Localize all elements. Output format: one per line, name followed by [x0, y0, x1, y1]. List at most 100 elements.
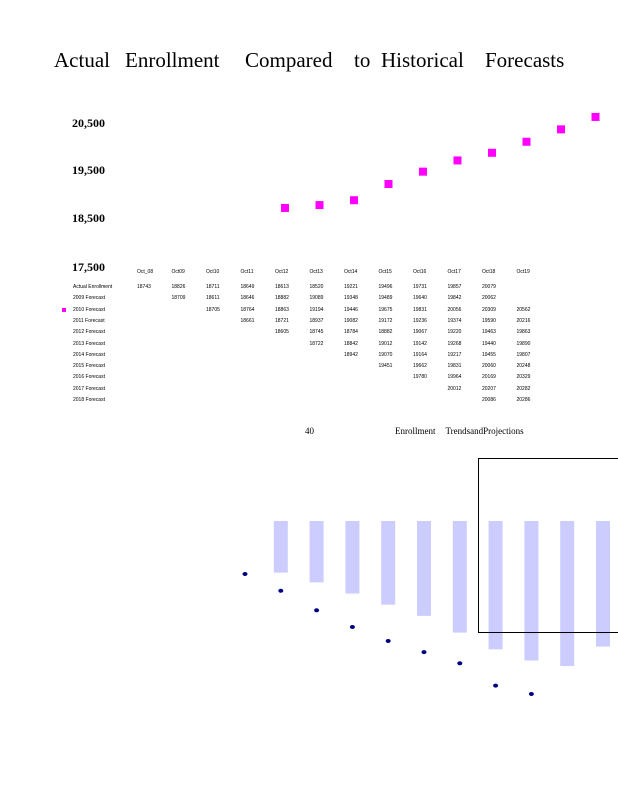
- dot-marker: [528, 691, 534, 696]
- subtitle-word: TrendsandProjections: [445, 426, 524, 436]
- table-cell: 19489: [378, 295, 393, 302]
- table-row-label: 2010 Forecast: [73, 306, 105, 313]
- dot-marker: [314, 608, 320, 613]
- title-word: Forecasts: [485, 48, 565, 72]
- table-cell: 19731: [413, 284, 427, 290]
- table-cell: 18842: [344, 340, 358, 347]
- table-row-label: 2012 Forecast: [73, 329, 105, 336]
- forecast-marker: [315, 201, 324, 210]
- table-cell: 20329: [516, 374, 531, 381]
- table-cell: 19012: [378, 340, 393, 347]
- table-cell: 19463: [482, 329, 496, 336]
- dot-marker: [493, 683, 499, 688]
- table-cell: 20169: [482, 374, 496, 381]
- table-row-label: 2018 Forecast: [73, 397, 105, 403]
- table-cell: 20207: [482, 385, 496, 392]
- table-cell: 19964: [447, 374, 462, 381]
- table-cell: 20079: [482, 284, 496, 290]
- table-cell: 20056: [447, 306, 462, 313]
- table-cell: 19455: [482, 351, 496, 358]
- bar: [381, 521, 396, 605]
- bar: [273, 521, 288, 573]
- table-header-cell: Oct14: [344, 269, 358, 275]
- table-row-label: 2013 Forecast: [73, 340, 105, 347]
- table-cell: 20216: [516, 317, 531, 324]
- forecast-marker: [419, 167, 427, 176]
- forecast-marker: [281, 203, 289, 212]
- table-header-cell: Oct19: [516, 269, 530, 275]
- table-row-label: Actual Enrollment: [73, 284, 113, 290]
- title-word: Historical: [381, 48, 464, 72]
- dot-marker: [349, 625, 355, 630]
- section-subtitle: Enrollment TrendsandProjections: [395, 426, 534, 436]
- table-cell: 19640: [413, 295, 427, 302]
- table-header-cell: Oct11: [240, 269, 254, 275]
- table-cell: 20309: [482, 306, 496, 313]
- table-cell: 18711: [206, 284, 220, 290]
- table-cell: 18721: [275, 317, 289, 324]
- table-cell: 20562: [516, 306, 531, 313]
- table-cell: 18764: [240, 306, 255, 313]
- table-header-cell: Oct13: [309, 269, 323, 275]
- table-header-cell: Oct_08: [137, 269, 154, 275]
- table-row-label: 2014 Forecast: [73, 351, 105, 358]
- table-cell: 19194: [309, 306, 324, 313]
- bar: [452, 521, 467, 633]
- bar: [309, 521, 324, 583]
- table-header-cell: Oct18: [482, 269, 496, 275]
- table-cell: 19446: [344, 306, 358, 313]
- table-cell: 19831: [413, 306, 427, 313]
- bar: [560, 521, 575, 667]
- forecast-marker: [591, 112, 600, 121]
- table-cell: 18937: [309, 317, 324, 324]
- table-row-label: 2016 Forecast: [73, 374, 105, 381]
- bar: [417, 521, 431, 616]
- table-cell: 18520: [309, 284, 324, 290]
- table-cell: 20282: [516, 385, 531, 392]
- title-word: Compared: [245, 48, 333, 72]
- table-header-cell: Oct15: [378, 269, 392, 275]
- forecast-marker: [488, 148, 496, 157]
- table-cell: 19089: [309, 295, 324, 302]
- table-cell: 20012: [447, 385, 462, 392]
- forecast-marker: [350, 196, 358, 205]
- dot-marker: [457, 661, 463, 666]
- table-cell: 19451: [378, 363, 393, 370]
- table-cell: 18709: [171, 295, 186, 302]
- subtitle-word: Enrollment: [395, 426, 436, 436]
- table-cell: 18882: [275, 295, 289, 302]
- table-cell: 19780: [413, 374, 427, 381]
- table-cell: 19348: [344, 295, 358, 302]
- table-header-cell: Oct16: [413, 269, 427, 275]
- bar: [345, 521, 360, 594]
- table-header-cell: Oct12: [275, 269, 289, 275]
- table-cell: 18605: [275, 329, 289, 336]
- bar: [488, 521, 503, 650]
- table-cell: 19067: [413, 329, 427, 336]
- y-tick-label: 19,500: [72, 163, 105, 177]
- dot-marker: [421, 650, 427, 655]
- table-cell: 18743: [137, 284, 151, 290]
- table-cell: 18784: [344, 329, 358, 336]
- table-cell: 18705: [206, 306, 220, 313]
- table-row-label: 2017 Forecast: [73, 385, 105, 392]
- table-row-label: 2015 Forecast: [73, 363, 105, 370]
- table-cell: 18661: [240, 317, 255, 324]
- table-cell: 19842: [447, 295, 462, 302]
- table-cell: 20086: [482, 397, 496, 403]
- table-cell: 18826: [171, 284, 186, 290]
- forecast-marker: [522, 137, 531, 146]
- page-number: 40: [305, 426, 314, 436]
- table-cell: 20248: [516, 363, 531, 370]
- table-cell: 18863: [275, 306, 289, 313]
- table-cell: 18649: [240, 284, 255, 290]
- y-tick-label: 20,500: [72, 116, 105, 130]
- y-tick-label: 17,500: [72, 260, 105, 274]
- forecast-marker: [453, 156, 462, 165]
- table-cell: 19217: [447, 351, 462, 358]
- table-row-label: 2011 Forecast: [73, 317, 105, 324]
- table-cell: 19890: [516, 340, 531, 347]
- table-cell: 19440: [482, 340, 496, 347]
- bar: [596, 521, 610, 647]
